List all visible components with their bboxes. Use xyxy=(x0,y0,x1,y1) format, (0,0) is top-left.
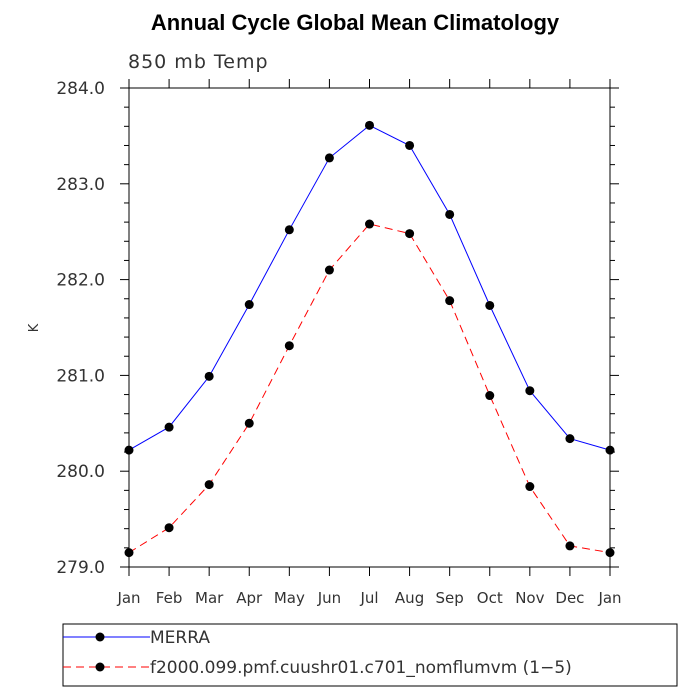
legend-item-f2000: f2000.099.pmf.cuushr01.c701_nomflumvm (1… xyxy=(63,658,572,678)
series-1-point xyxy=(445,296,455,306)
series-0-point xyxy=(525,386,535,396)
series-1-point xyxy=(365,219,374,229)
x-tick-label: Jul xyxy=(359,589,378,607)
series-0-point xyxy=(405,140,415,150)
series-1-point xyxy=(485,391,495,401)
series-layer xyxy=(124,120,615,558)
y-axis-label: K xyxy=(27,323,42,332)
series-0-point xyxy=(605,445,615,455)
series-0-point xyxy=(244,300,254,310)
series-1-point xyxy=(565,541,575,551)
y-axis-ticks: 279.0 280.0 281.0 282.0 283.0 284.0 xyxy=(56,79,619,578)
legend-marker-merra xyxy=(95,632,105,642)
legend-item-merra: MERRA xyxy=(63,628,210,648)
series-0-point xyxy=(164,422,174,432)
x-tick-label: Jan xyxy=(116,589,140,607)
x-tick-label: Aug xyxy=(395,589,424,607)
x-tick-label: Feb xyxy=(156,589,183,607)
series-0-point xyxy=(365,120,374,130)
series-0-point xyxy=(445,209,455,219)
series-1-point xyxy=(204,480,214,490)
series-1-point xyxy=(124,548,134,558)
x-tick-label: Oct xyxy=(477,589,503,607)
y-tick-label: 283.0 xyxy=(56,175,105,195)
x-tick-label: Mar xyxy=(195,589,224,607)
x-tick-label: Sep xyxy=(436,589,464,607)
series-0-point xyxy=(324,153,334,163)
legend-box xyxy=(62,623,678,687)
series-1-point xyxy=(164,523,174,533)
series-1-point xyxy=(605,548,615,558)
legend-label-f2000: f2000.099.pmf.cuushr01.c701_nomflumvm (1… xyxy=(150,658,572,678)
chart-title: Annual Cycle Global Mean Climatology xyxy=(151,10,560,35)
series-1-point xyxy=(525,482,535,492)
y-tick-label: 280.0 xyxy=(56,462,105,482)
x-tick-label: Dec xyxy=(555,589,584,607)
x-axis-ticks: Jan Feb Mar Apr May Jun Jul Aug Sep Oct Nov Dec Jan xyxy=(116,79,622,607)
y-tick-label: 284.0 xyxy=(56,79,105,99)
series-line-0 xyxy=(128,124,611,451)
x-tick-label: Jun xyxy=(317,589,341,607)
series-line-1 xyxy=(128,223,611,554)
series-0-point xyxy=(485,300,495,310)
series-0-point xyxy=(124,445,134,455)
y-tick-label: 282.0 xyxy=(56,271,105,291)
chart-subtitle: 850 mb Temp xyxy=(128,51,269,73)
series-1-point xyxy=(405,229,415,239)
y-tick-label: 281.0 xyxy=(56,366,105,386)
series-0-point xyxy=(565,434,575,444)
series-0-point xyxy=(284,225,294,235)
x-tick-label: Jan xyxy=(597,589,621,607)
legend-label-merra: MERRA xyxy=(150,628,210,648)
legend-marker-f2000 xyxy=(95,662,105,672)
x-tick-label: Apr xyxy=(236,589,263,607)
series-1-point xyxy=(324,265,334,275)
series-1-point xyxy=(284,341,294,351)
plot-frame xyxy=(128,87,611,568)
series-0-point xyxy=(204,371,214,381)
y-tick-label: 279.0 xyxy=(56,558,105,578)
x-tick-label: May xyxy=(274,589,305,607)
series-1-point xyxy=(244,418,254,428)
x-tick-label: Nov xyxy=(515,589,544,607)
